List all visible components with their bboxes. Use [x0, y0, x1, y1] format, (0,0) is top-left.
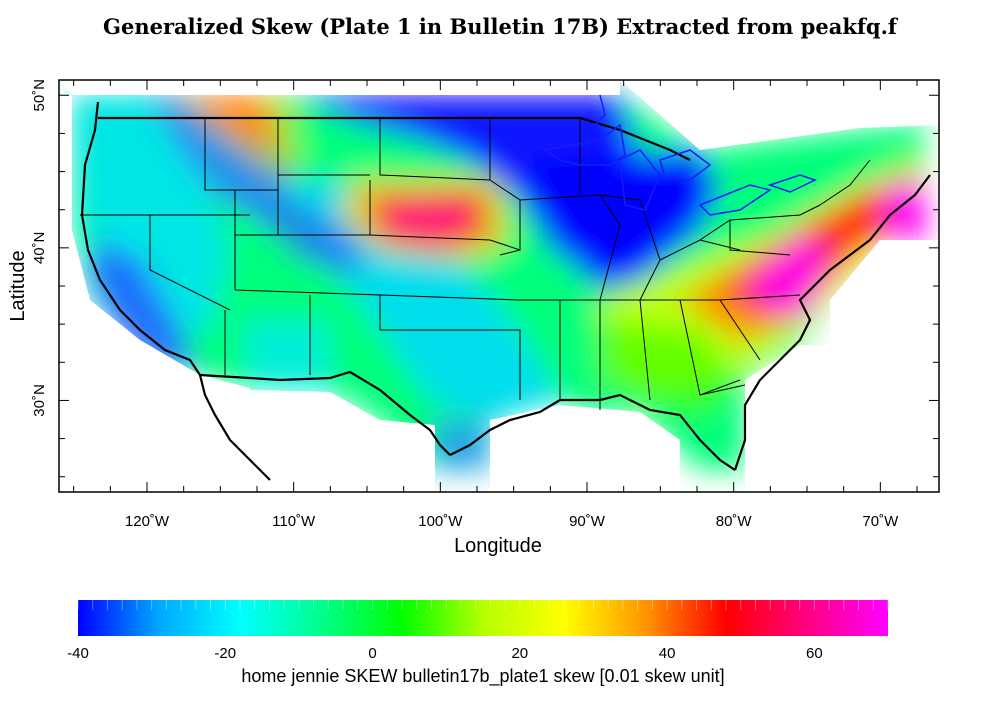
gulf-coast: [449, 393, 736, 471]
field-cyan-sw: [240, 320, 330, 390]
x-tick-label: 90˚W: [569, 513, 606, 530]
x-tick-label: 80˚W: [716, 513, 753, 530]
y-tick-label: 40˚N: [31, 232, 48, 265]
mask-sw-bottom: [200, 375, 250, 390]
x-axis-title: Longitude: [454, 535, 542, 557]
state-boundaries: [80, 117, 871, 410]
mask-gulf: [490, 405, 680, 492]
mask-canada-east: [620, 80, 939, 150]
mask-atlantic-se: [745, 345, 939, 492]
no-data-masks: [59, 80, 939, 492]
y-axis-ticks: 30˚N 40˚N 50˚N: [31, 79, 939, 478]
colorbar-tick-label: 0: [368, 645, 376, 662]
colorbar-tick-label: 60: [806, 645, 823, 662]
field-blue-coast: [85, 240, 200, 375]
atlantic-coast: [733, 174, 931, 471]
field-magenta-midatlantic: [745, 235, 830, 320]
field-blue-texas: [430, 420, 490, 470]
mask-atlantic-ne: [830, 240, 939, 345]
field-yellow-rockies: [170, 95, 300, 175]
y-axis-title: Latitude: [7, 250, 29, 321]
y-tick-label: 30˚N: [31, 384, 48, 417]
map-title: Generalized Skew (Plate 1 in Bulletin 17…: [103, 14, 897, 39]
mask-canada-west: [59, 80, 620, 95]
x-axis-ticks: 120˚W 110˚W 100˚W 90˚W 80˚W 70˚W: [73, 80, 918, 530]
x-tick-label: 110˚W: [272, 513, 316, 530]
pacific-coast: [80, 101, 201, 376]
mask-mexico: [240, 390, 435, 492]
field-magenta-plains: [385, 200, 470, 240]
us-canada-border: [98, 116, 691, 161]
mask-pacific: [59, 95, 250, 492]
colorbar-title: home jennie SKEW bulletin17b_plate1 skew…: [241, 666, 724, 687]
colorbar-tick-label: -20: [214, 645, 236, 662]
colorbar: [78, 600, 888, 636]
great-lakes: [543, 94, 817, 216]
y-tick-label: 50˚N: [31, 79, 48, 112]
x-tick-label: 100˚W: [418, 513, 463, 530]
colorbar-tick-label: 20: [511, 645, 528, 662]
colorbar-tick-label: 40: [659, 645, 676, 662]
x-tick-label: 70˚W: [862, 513, 899, 530]
colorbar-ticks: -40 -20 0 20 40 60: [67, 600, 889, 662]
coastlines-and-borders: [80, 101, 931, 481]
field-green-southeast: [600, 320, 740, 420]
colorbar-tick-label: -40: [67, 645, 89, 662]
x-tick-label: 120˚W: [125, 513, 170, 530]
mexico-west-coast: [198, 374, 271, 481]
us-mexico-border: [199, 370, 451, 456]
